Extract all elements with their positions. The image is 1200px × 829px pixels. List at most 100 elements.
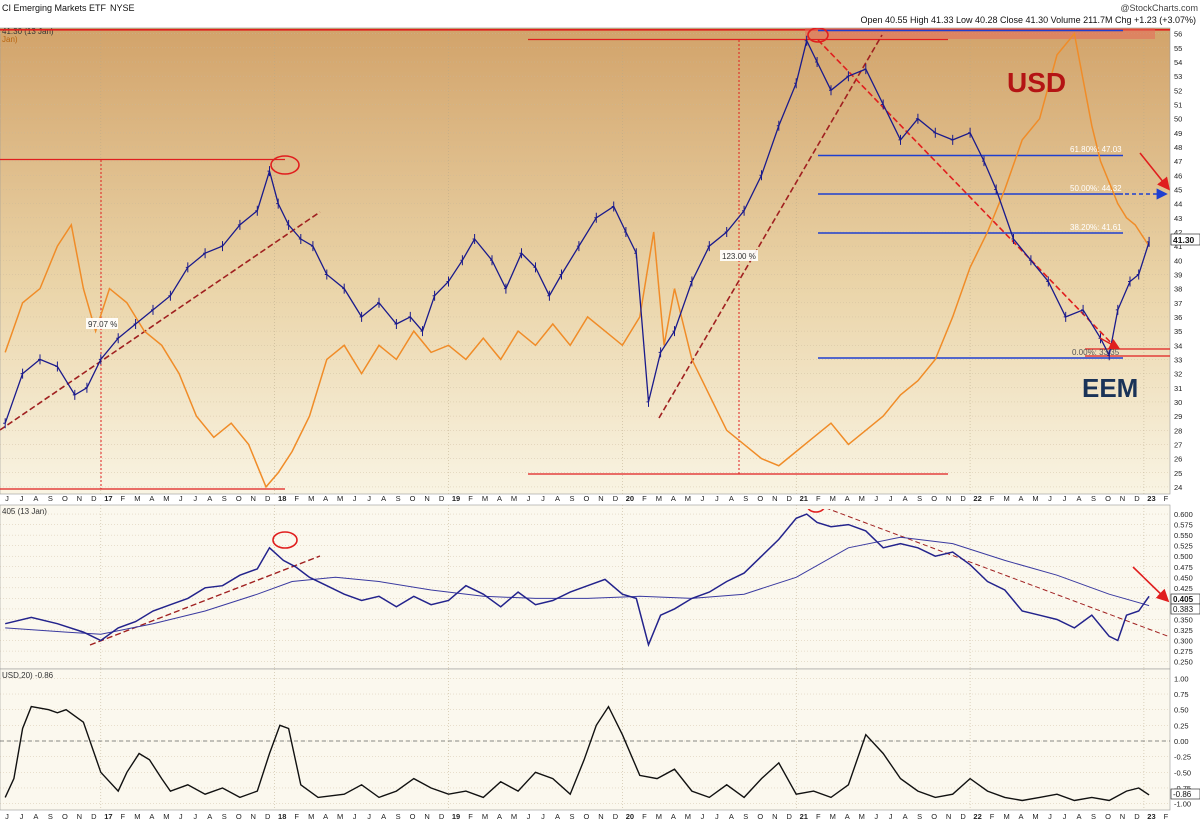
x-month-label: J — [367, 812, 371, 821]
chart-header: CI Emerging Markets ETF NYSE @StockChart… — [2, 3, 1198, 25]
y-tick-label: 0.450 — [1174, 573, 1193, 582]
x-month-label: A — [729, 494, 734, 503]
x-month-label: J — [889, 812, 893, 821]
x-month-label: M — [482, 494, 488, 503]
price-panel: 24 25 26 27 28 29 30 31 32 33 34 35 36 37 38 39 40 41 42 43… — [0, 27, 1200, 503]
y-tick-label: 0.25 — [1174, 721, 1189, 730]
corr-tag-label: USD,20) -0.86 — [2, 671, 54, 680]
x-month-label: A — [323, 812, 328, 821]
corr-now-label: -0.86 — [1173, 790, 1192, 799]
peak-circle-2018 — [270, 155, 300, 175]
x-year-label: 17 — [104, 812, 112, 821]
x-month-label: A — [381, 494, 386, 503]
x-month-label: N — [77, 494, 82, 503]
x-month-label: J — [1048, 812, 1052, 821]
y-tick-label: 47 — [1174, 157, 1182, 166]
y-tick-label: 25 — [1174, 469, 1182, 478]
ratio-ma-label: 0.383 — [1173, 605, 1194, 614]
x-year-label: 22 — [973, 812, 981, 821]
x-month-label: J — [715, 812, 719, 821]
y-tick-label: 0.275 — [1174, 647, 1193, 656]
x-month-label: N — [1120, 494, 1125, 503]
y-tick-label: 24 — [1174, 483, 1182, 492]
x-month-label: J — [1063, 494, 1067, 503]
x-month-label: O — [236, 494, 242, 503]
ratio-down-arrow — [1132, 566, 1170, 603]
x-month-label: S — [743, 494, 748, 503]
x-month-label: A — [149, 812, 154, 821]
x-month-label: J — [874, 494, 878, 503]
x-month-label: D — [439, 494, 445, 503]
x-month-label: M — [163, 494, 169, 503]
x-month-label: J — [1048, 494, 1052, 503]
x-month-label: O — [62, 812, 68, 821]
x-month-label: D — [1134, 494, 1140, 503]
x-month-label: F — [642, 494, 647, 503]
ratio-series-line — [5, 513, 1150, 648]
ohlc-readout: Open 40.55 High 41.33 Low 40.28 Close 41… — [860, 15, 1196, 25]
x-month-label: M — [1032, 494, 1038, 503]
x-month-label: D — [265, 494, 271, 503]
x-month-label: A — [207, 812, 212, 821]
y-tick-label: 36 — [1174, 313, 1182, 322]
x-month-label: M — [859, 812, 865, 821]
x-month-label: F — [1164, 812, 1169, 821]
low-arrow-2022 — [1099, 337, 1121, 350]
x-month-label: M — [830, 812, 836, 821]
y-tick-label: 0.250 — [1174, 658, 1193, 667]
ratio-grid — [0, 505, 1170, 669]
x-month-label: F — [121, 812, 126, 821]
x-month-label: J — [1063, 812, 1067, 821]
x-month-label: A — [671, 812, 676, 821]
corr-panel-background — [0, 668, 1171, 811]
y-tick-label: 44 — [1174, 200, 1182, 209]
x-month-label: F — [294, 812, 299, 821]
x-month-label: M — [685, 494, 691, 503]
x-month-label: O — [62, 494, 68, 503]
pct-label-1-box — [86, 318, 118, 329]
x-month-label: J — [367, 494, 371, 503]
x-month-label: O — [1105, 812, 1111, 821]
y-tick-label: 40 — [1174, 256, 1182, 265]
x-month-label: J — [20, 494, 24, 503]
fib-label-382: 38.20%: 41.61 — [1070, 223, 1122, 232]
watermark: @StockCharts.com — [1120, 3, 1198, 13]
x-month-label: N — [598, 494, 603, 503]
y-tick-label: 0.600 — [1174, 510, 1193, 519]
x-month-label: D — [787, 494, 793, 503]
x-month-label: A — [671, 494, 676, 503]
x-month-label: A — [497, 812, 502, 821]
x-month-label: N — [1120, 812, 1125, 821]
x-year-label: 20 — [626, 812, 634, 821]
x-month-label: A — [33, 494, 38, 503]
y-tick-label: 48 — [1174, 143, 1182, 152]
x-month-label: A — [845, 812, 850, 821]
x-month-label: A — [845, 494, 850, 503]
x-month-label: S — [569, 812, 574, 821]
ratio-now-label: 0.405 — [1173, 595, 1194, 604]
y-tick-label: 0.575 — [1174, 521, 1193, 530]
x-month-label: A — [149, 494, 154, 503]
x-month-label: N — [251, 812, 256, 821]
y-tick-label: 0.425 — [1174, 584, 1193, 593]
y-tick-label: 31 — [1174, 384, 1182, 393]
price-tag-label: 41.30 (13 Jan) — [2, 27, 54, 36]
x-month-label: M — [1032, 812, 1038, 821]
x-month-label: J — [193, 494, 197, 503]
x-month-label: N — [424, 494, 429, 503]
x-month-label: S — [396, 812, 401, 821]
x-month-label: J — [700, 812, 704, 821]
x-month-label: O — [1105, 494, 1111, 503]
x-month-label: F — [468, 494, 473, 503]
x-month-label: O — [410, 812, 416, 821]
x-month-label: M — [1003, 812, 1009, 821]
x-month-label: A — [555, 812, 560, 821]
ratio-circle-2018 — [272, 531, 298, 549]
y-tick-label: 0.550 — [1174, 531, 1193, 540]
x-month-label: N — [772, 812, 777, 821]
x-month-label: J — [5, 812, 9, 821]
x-year-label: 17 — [104, 494, 112, 503]
x-month-label: O — [584, 494, 590, 503]
x-month-label: J — [179, 494, 183, 503]
x-month-label: S — [48, 812, 53, 821]
